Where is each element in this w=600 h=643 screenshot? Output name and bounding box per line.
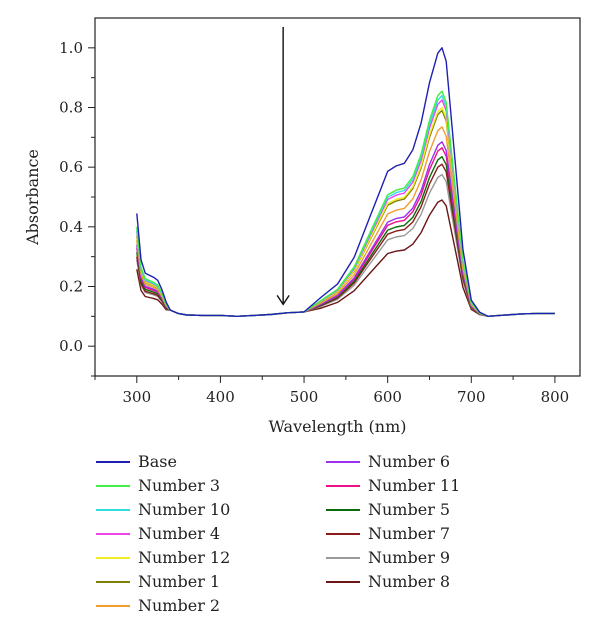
y-tick-label: 1.0 — [59, 39, 83, 57]
x-tick-label: 300 — [122, 388, 151, 406]
y-tick-label: 0.8 — [59, 99, 83, 117]
x-tick-label: 600 — [373, 388, 402, 406]
legend: Base Number 3 Number 10 Number 4 Number 12 Nu… — [96, 452, 460, 615]
y-tick-label: 0.4 — [59, 218, 83, 236]
series-line — [136, 109, 555, 317]
legend-label: Number 3 — [138, 476, 220, 495]
legend-label: Base — [138, 452, 177, 471]
series-line — [136, 47, 555, 317]
series-line — [136, 173, 555, 317]
y-axis: 0.0 0.2 0.4 0.6 0.8 1.0 — [59, 39, 95, 377]
legend-label: Number 2 — [138, 596, 220, 615]
y-tick-label: 0.0 — [59, 337, 83, 355]
legend-label: Number 10 — [138, 500, 230, 519]
legend-label: Number 9 — [368, 548, 450, 567]
x-tick-label: 400 — [206, 388, 235, 406]
y-axis-title: Absorbance — [23, 149, 42, 246]
legend-label: Number 8 — [368, 572, 450, 591]
arrow-head — [276, 295, 290, 306]
legend-label: Number 11 — [368, 476, 460, 495]
x-tick-label: 800 — [541, 388, 570, 406]
legend-label: Number 6 — [368, 452, 450, 471]
series-line — [136, 90, 555, 317]
y-tick-label: 0.2 — [59, 278, 83, 296]
series-line — [136, 199, 555, 317]
legend-label: Number 7 — [368, 524, 450, 543]
annotation-arrow — [276, 26, 290, 306]
series-lines — [136, 47, 555, 317]
legend-label: Number 12 — [138, 548, 230, 567]
x-tick-label: 500 — [290, 388, 319, 406]
x-axis: 300 400 500 600 700 800 — [94, 376, 570, 406]
legend-label: Number 1 — [138, 572, 220, 591]
series-line — [136, 163, 555, 317]
x-tick-label: 700 — [457, 388, 486, 406]
y-tick-label: 0.6 — [59, 158, 83, 176]
plot-border — [94, 17, 581, 377]
legend-label: Number 4 — [138, 524, 220, 543]
legend-label: Number 5 — [368, 500, 450, 519]
x-axis-title: Wavelength (nm) — [268, 417, 406, 436]
plot-frame — [94, 17, 581, 377]
